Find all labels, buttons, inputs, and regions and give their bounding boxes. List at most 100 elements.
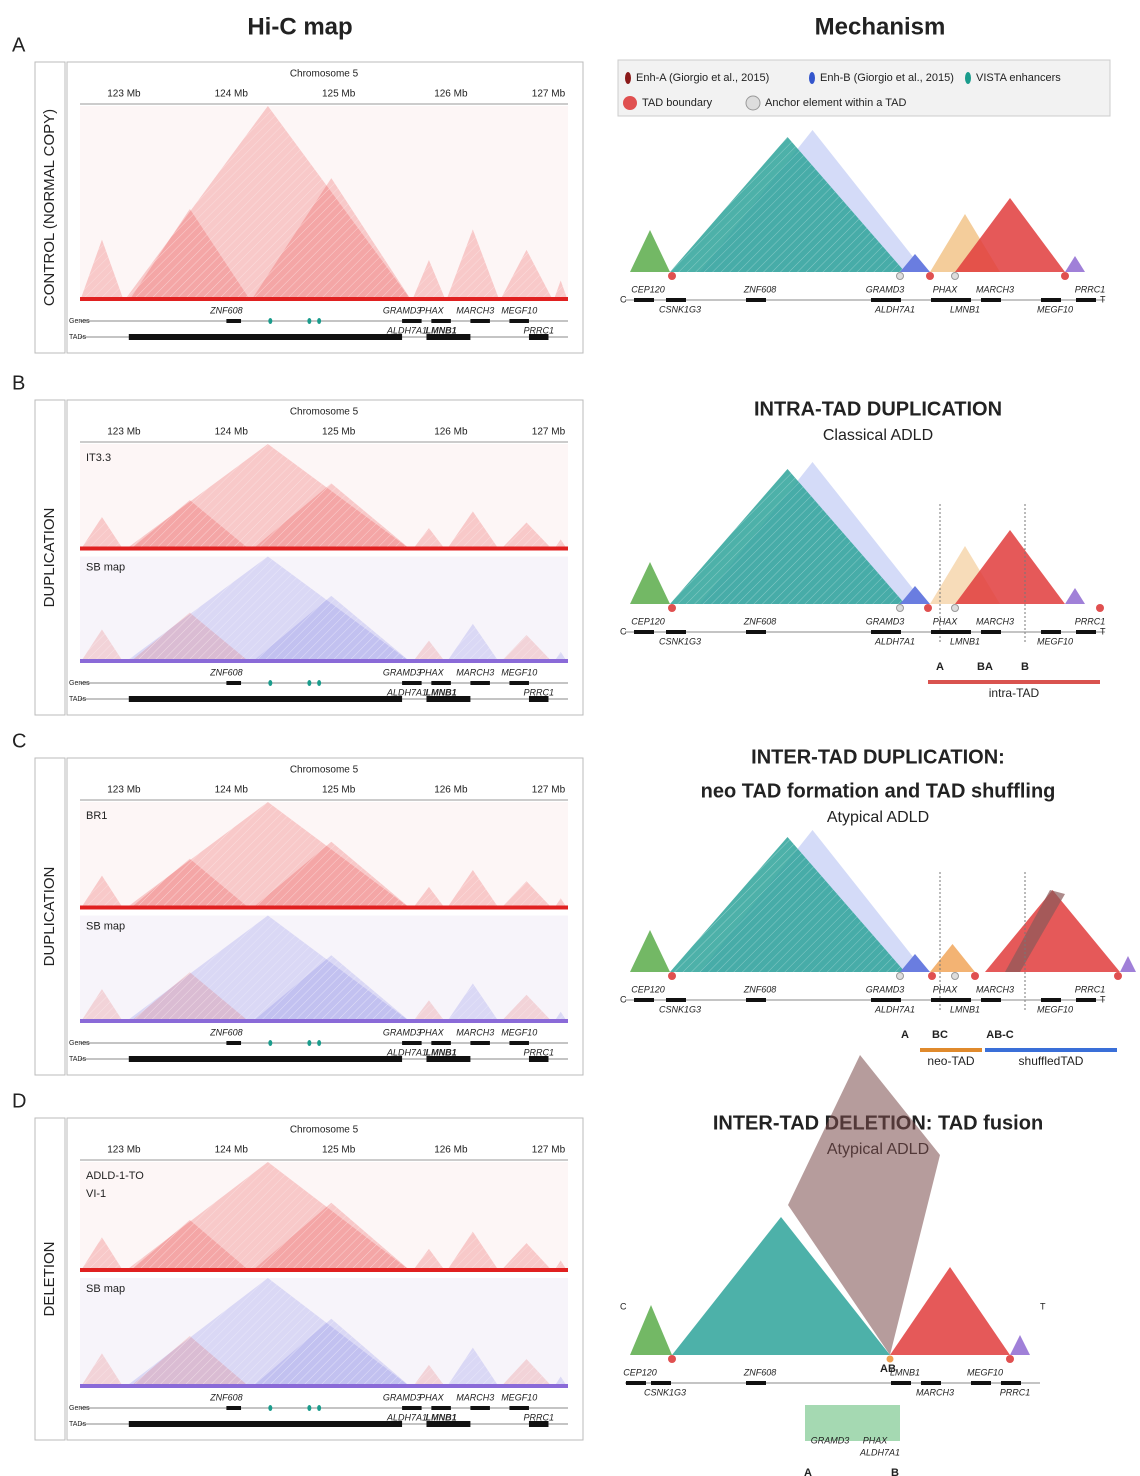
mech-gene-label: PRRC1 <box>1075 616 1106 626</box>
hic-texture <box>80 1237 124 1272</box>
mech-gene-label: ALDH7A1 <box>874 304 915 314</box>
gene <box>226 681 242 685</box>
mech-gene <box>634 630 654 634</box>
mech-gene <box>931 298 951 302</box>
gene-label: PRRC1 <box>523 1412 554 1422</box>
mech-gene <box>951 998 971 1002</box>
track-label: Genes <box>69 680 90 687</box>
hic-texture <box>250 955 412 1023</box>
mech-gene-label: PHAX <box>933 984 959 994</box>
segment-label: AB <box>880 1363 896 1375</box>
mech-gene-label: CSNK1G3 <box>659 304 701 314</box>
coordinate-label: 123 Mb <box>107 427 141 438</box>
coordinate-label: 126 Mb <box>434 427 468 438</box>
gene <box>509 1406 529 1410</box>
sample-label: VI-1 <box>86 1188 106 1200</box>
hic-box <box>66 61 584 354</box>
mech-gene <box>891 1381 911 1385</box>
tad-triangle <box>630 562 670 604</box>
chromosome-label: Chromosome 5 <box>290 765 359 776</box>
mech-gene <box>931 630 951 634</box>
hic-texture <box>80 1353 124 1388</box>
gene <box>431 681 451 685</box>
mech-gene-label: CEP120 <box>631 616 665 626</box>
segment-label: BC <box>932 1029 948 1041</box>
tad-triangle <box>900 586 930 604</box>
mech-gene-label: GRAMD3 <box>811 1435 850 1445</box>
mech-gene-label: ALDH7A1 <box>859 1447 900 1457</box>
gene-label: MEGF10 <box>501 1392 537 1402</box>
mech-gene <box>626 1381 646 1385</box>
gene-label: PHAX <box>419 305 445 315</box>
hic-texture <box>128 858 251 910</box>
legend-icon <box>809 72 815 84</box>
mech-gene-label: ALDH7A1 <box>874 1004 915 1014</box>
mech-gene-label: CSNK1G3 <box>659 636 701 646</box>
hic-texture <box>80 239 124 301</box>
chromosome-label: Chromosome 5 <box>290 1125 359 1136</box>
mech-gene <box>746 1381 766 1385</box>
mech-gene-label: PRRC1 <box>1075 284 1106 294</box>
segment-label: A <box>804 1467 812 1476</box>
mech-gene-label: CSNK1G3 <box>659 1004 701 1014</box>
hic-texture <box>128 972 251 1023</box>
hic-texture <box>411 1248 446 1272</box>
gene-label: PHAX <box>419 667 445 677</box>
mech-gene-label: MARCH3 <box>976 284 1014 294</box>
mech-gene <box>971 1381 991 1385</box>
mechanism-header: Mechanism <box>815 13 946 40</box>
mech-gene-label: ZNF608 <box>743 984 777 994</box>
hic-texture <box>499 1359 554 1388</box>
end-mark: C <box>620 626 627 636</box>
mech-gene <box>746 630 766 634</box>
tad-triangle <box>672 1217 890 1355</box>
tad-triangle <box>900 254 930 272</box>
hic-texture <box>128 208 251 301</box>
coordinate-label: 123 Mb <box>107 89 141 100</box>
bracket-label: neo-TAD <box>927 1054 974 1068</box>
gene <box>470 1406 490 1410</box>
mech-gene-label: MARCH3 <box>976 984 1014 994</box>
hic-texture <box>499 994 554 1023</box>
hic-texture <box>250 483 412 551</box>
tad-triangle <box>1010 1335 1030 1355</box>
panel-letter: D <box>12 1090 26 1112</box>
side-label-box <box>34 399 66 716</box>
mech-gene-label: CEP120 <box>631 284 665 294</box>
gene <box>470 319 490 323</box>
mech-gene-label: CEP120 <box>623 1367 657 1377</box>
hic-diagonal <box>80 905 568 910</box>
hic-texture <box>128 500 251 551</box>
gene <box>470 1041 490 1045</box>
coordinate-label: 127 Mb <box>532 427 566 438</box>
mech-gene <box>746 998 766 1002</box>
vista-enhancer <box>307 680 312 686</box>
tad-boundary <box>668 972 676 980</box>
shuffled-band <box>1005 890 1065 972</box>
panel-letter: C <box>12 730 26 752</box>
mech-gene <box>1041 298 1061 302</box>
track-label: Genes <box>69 318 90 325</box>
tad-bar <box>426 1056 471 1062</box>
gene-label: GRAMD3 <box>383 1392 422 1402</box>
hic-texture <box>411 886 446 910</box>
mech-gene <box>1076 998 1096 1002</box>
segment-label: AB-C <box>986 1029 1014 1041</box>
deleted-region <box>805 1405 900 1441</box>
gene <box>509 1041 529 1045</box>
vista-enhancer <box>268 1040 273 1046</box>
mech-gene-label: ZNF608 <box>743 1367 777 1377</box>
mech-gene-label: PHAX <box>863 1435 889 1445</box>
gene-label: MARCH3 <box>456 1027 494 1037</box>
tad-boundary <box>1061 272 1069 280</box>
gene-label: ALDH7A1 <box>386 325 427 335</box>
panel-letter: A <box>12 34 26 56</box>
coordinate-label: 125 Mb <box>322 1145 356 1156</box>
bracket-label: intra-TAD <box>989 686 1040 700</box>
mech-gene <box>666 998 686 1002</box>
gene-label: MEGF10 <box>501 667 537 677</box>
side-label-box <box>34 61 66 354</box>
sample-label: BR1 <box>86 810 107 822</box>
mech-gene-label: ZNF608 <box>743 616 777 626</box>
